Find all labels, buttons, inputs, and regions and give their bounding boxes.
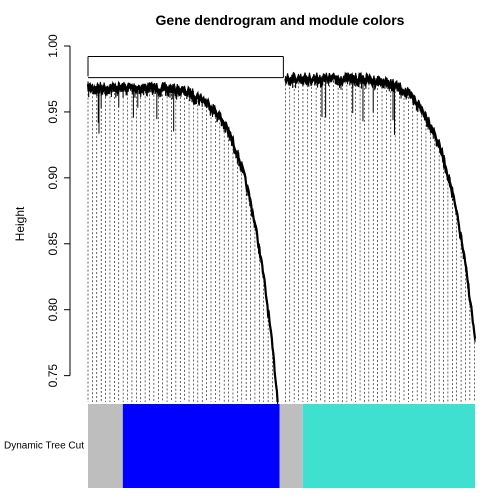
module-color-bar — [88, 404, 475, 488]
leaf-lines — [87, 72, 475, 402]
chart-title: Gene dendrogram and module colors — [155, 12, 405, 28]
y-tick-label: 0.95 — [46, 100, 60, 124]
y-tick-label: 0.75 — [46, 364, 60, 388]
color-bar-label: Dynamic Tree Cut — [4, 441, 84, 452]
y-tick-label: 1.00 — [46, 34, 60, 58]
dendrogram-branches — [86, 56, 477, 406]
branch-cluster-band — [284, 71, 477, 339]
branch-cluster — [284, 71, 476, 343]
y-axis-label: Height — [13, 206, 27, 241]
branch-cluster — [87, 80, 279, 406]
y-tick-label: 0.80 — [46, 298, 60, 322]
branch-cluster-band — [86, 80, 279, 403]
y-axis: 0.75 0.80 0.85 0.90 0.95 1.00 — [46, 34, 71, 388]
color-bar-segment — [279, 404, 303, 488]
y-tick-label: 0.90 — [46, 166, 60, 190]
y-tick-label: 0.85 — [46, 232, 60, 256]
color-bar-segment — [122, 404, 280, 488]
color-bar-segment — [88, 404, 123, 488]
color-bar-segment — [302, 404, 475, 488]
